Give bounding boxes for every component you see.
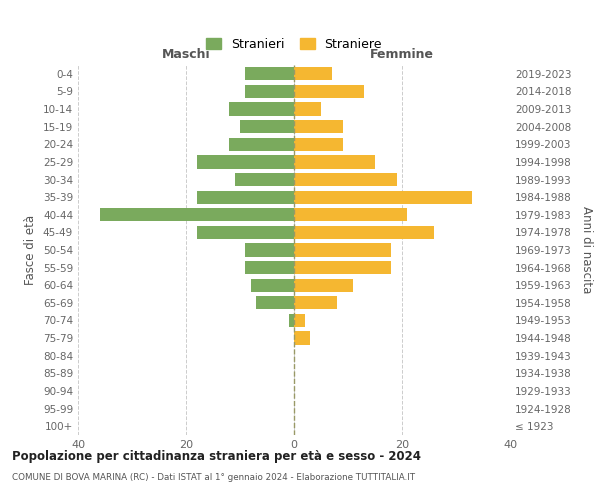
- Y-axis label: Fasce di età: Fasce di età: [25, 215, 37, 285]
- Bar: [245, 244, 294, 256]
- Bar: [294, 138, 343, 151]
- Bar: [229, 102, 294, 116]
- Legend: Stranieri, Straniere: Stranieri, Straniere: [202, 34, 386, 54]
- Bar: [197, 156, 294, 168]
- Bar: [197, 190, 294, 204]
- Bar: [197, 226, 294, 239]
- Bar: [294, 332, 310, 344]
- Bar: [294, 278, 353, 292]
- Bar: [229, 138, 294, 151]
- Bar: [240, 120, 294, 134]
- Bar: [294, 67, 332, 80]
- Bar: [294, 296, 337, 310]
- Bar: [294, 261, 391, 274]
- Bar: [294, 85, 364, 98]
- Bar: [245, 261, 294, 274]
- Bar: [256, 296, 294, 310]
- Bar: [235, 173, 294, 186]
- Bar: [294, 226, 434, 239]
- Bar: [245, 85, 294, 98]
- Y-axis label: Anni di nascita: Anni di nascita: [580, 206, 593, 294]
- Bar: [294, 102, 321, 116]
- Text: Popolazione per cittadinanza straniera per età e sesso - 2024: Popolazione per cittadinanza straniera p…: [12, 450, 421, 463]
- Text: COMUNE DI BOVA MARINA (RC) - Dati ISTAT al 1° gennaio 2024 - Elaborazione TUTTIT: COMUNE DI BOVA MARINA (RC) - Dati ISTAT …: [12, 472, 415, 482]
- Bar: [294, 120, 343, 134]
- Bar: [294, 190, 472, 204]
- Text: Femmine: Femmine: [370, 48, 434, 62]
- Bar: [294, 314, 305, 327]
- Bar: [294, 156, 375, 168]
- Bar: [294, 244, 391, 256]
- Bar: [289, 314, 294, 327]
- Bar: [294, 173, 397, 186]
- Bar: [294, 208, 407, 222]
- Bar: [100, 208, 294, 222]
- Text: Maschi: Maschi: [161, 48, 211, 62]
- Bar: [245, 67, 294, 80]
- Bar: [251, 278, 294, 292]
